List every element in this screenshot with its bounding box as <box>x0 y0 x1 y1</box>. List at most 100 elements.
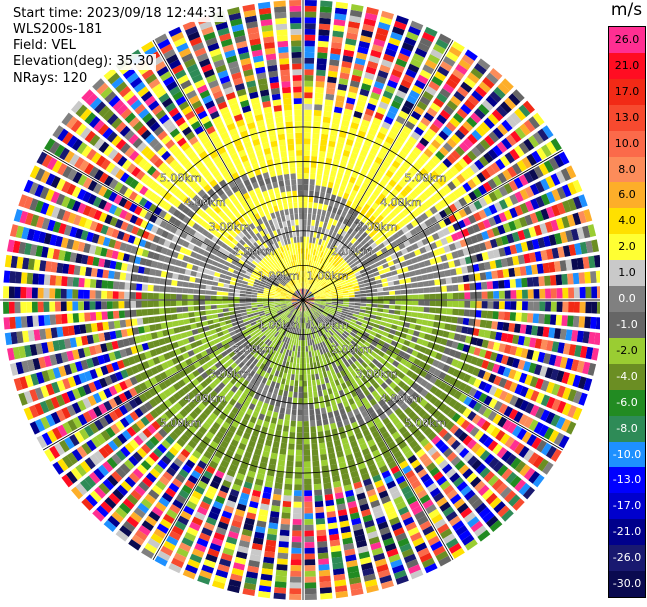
velocity-cell <box>203 342 211 350</box>
velocity-cell <box>323 424 330 431</box>
velocity-cell <box>328 337 334 344</box>
velocity-cell <box>263 307 270 311</box>
velocity-cell <box>431 359 440 368</box>
velocity-cell <box>304 121 312 128</box>
velocity-cell <box>230 344 238 351</box>
velocity-cell <box>555 370 565 383</box>
velocity-cell <box>451 276 458 284</box>
velocity-cell <box>497 224 506 235</box>
velocity-cell <box>331 551 342 558</box>
velocity-cell <box>308 298 315 300</box>
velocity-cell <box>365 584 379 594</box>
velocity-cell <box>320 133 329 141</box>
velocity-cell <box>318 29 330 36</box>
velocity-cell <box>324 288 330 292</box>
velocity-cell <box>425 504 437 515</box>
velocity-cell <box>280 293 287 296</box>
velocity-cell <box>293 315 297 322</box>
velocity-cell <box>411 176 421 186</box>
velocity-cell <box>481 230 490 241</box>
velocity-cell <box>522 301 528 311</box>
velocity-cell <box>407 265 415 271</box>
velocity-cell <box>424 382 434 391</box>
velocity-cell <box>291 308 296 314</box>
velocity-cell <box>135 301 142 308</box>
velocity-cell <box>358 497 368 506</box>
velocity-cell <box>533 289 540 299</box>
velocity-cell <box>202 436 211 445</box>
velocity-cell <box>317 162 324 169</box>
velocity-cell <box>313 109 322 117</box>
velocity-cell <box>333 486 343 494</box>
velocity-cell <box>307 316 310 323</box>
velocity-cell <box>271 311 278 316</box>
velocity-cell <box>320 186 327 193</box>
velocity-cell <box>395 300 402 305</box>
velocity-cell <box>218 317 225 322</box>
velocity-cell <box>284 310 290 315</box>
velocity-cell <box>120 369 129 379</box>
velocity-cell <box>312 249 317 256</box>
velocity-cell <box>507 166 518 178</box>
velocity-cell <box>469 283 476 291</box>
velocity-cell <box>323 482 332 490</box>
velocity-cell <box>246 311 253 315</box>
velocity-cell <box>421 319 429 326</box>
velocity-cell <box>382 287 389 292</box>
velocity-cell <box>342 218 349 225</box>
velocity-cell <box>422 313 430 320</box>
velocity-cell <box>309 339 313 346</box>
velocity-cell <box>442 142 453 153</box>
velocity-cell <box>332 386 338 394</box>
velocity-cell <box>246 353 253 360</box>
velocity-cell <box>481 251 489 261</box>
velocity-cell <box>248 390 256 398</box>
velocity-cell <box>307 283 310 290</box>
velocity-cell <box>365 307 372 311</box>
velocity-cell <box>528 116 540 129</box>
velocity-cell <box>514 384 524 395</box>
velocity-cell <box>503 311 511 321</box>
velocity-cell <box>411 350 419 357</box>
velocity-cell <box>442 126 453 137</box>
velocity-cell <box>304 11 317 18</box>
velocity-cell <box>317 367 322 374</box>
velocity-cell <box>361 29 373 38</box>
velocity-cell <box>336 372 342 379</box>
velocity-cell <box>440 285 447 292</box>
velocity-cell <box>315 283 321 289</box>
velocity-cell <box>451 412 461 423</box>
velocity-cell <box>345 38 357 46</box>
velocity-cell <box>497 416 508 428</box>
velocity-cell <box>66 452 78 465</box>
velocity-cell <box>46 247 55 259</box>
velocity-cell <box>379 201 388 210</box>
velocity-cell <box>237 369 245 376</box>
velocity-cell <box>63 251 72 262</box>
velocity-cell <box>304 109 312 116</box>
velocity-cell <box>177 515 189 526</box>
velocity-cell <box>234 556 247 565</box>
velocity-cell <box>312 138 319 145</box>
velocity-cell <box>19 376 29 390</box>
velocity-cell <box>474 273 481 281</box>
velocity-cell <box>317 552 329 560</box>
velocity-cell <box>132 327 140 335</box>
velocity-cell <box>361 224 369 231</box>
velocity-cell <box>272 493 282 501</box>
velocity-cell <box>336 305 343 309</box>
velocity-cell <box>493 501 506 514</box>
velocity-cell <box>228 425 237 434</box>
velocity-cell <box>301 328 303 335</box>
velocity-cell <box>429 293 436 300</box>
velocity-cell <box>153 308 160 315</box>
velocity-cell <box>284 337 289 343</box>
velocity-cell <box>509 381 518 393</box>
velocity-cell <box>424 244 432 252</box>
velocity-cell <box>505 471 518 484</box>
velocity-cell <box>132 265 140 273</box>
velocity-cell <box>91 436 102 448</box>
velocity-cell <box>460 507 473 519</box>
velocity-cell <box>127 356 136 366</box>
velocity-cell <box>304 547 315 554</box>
